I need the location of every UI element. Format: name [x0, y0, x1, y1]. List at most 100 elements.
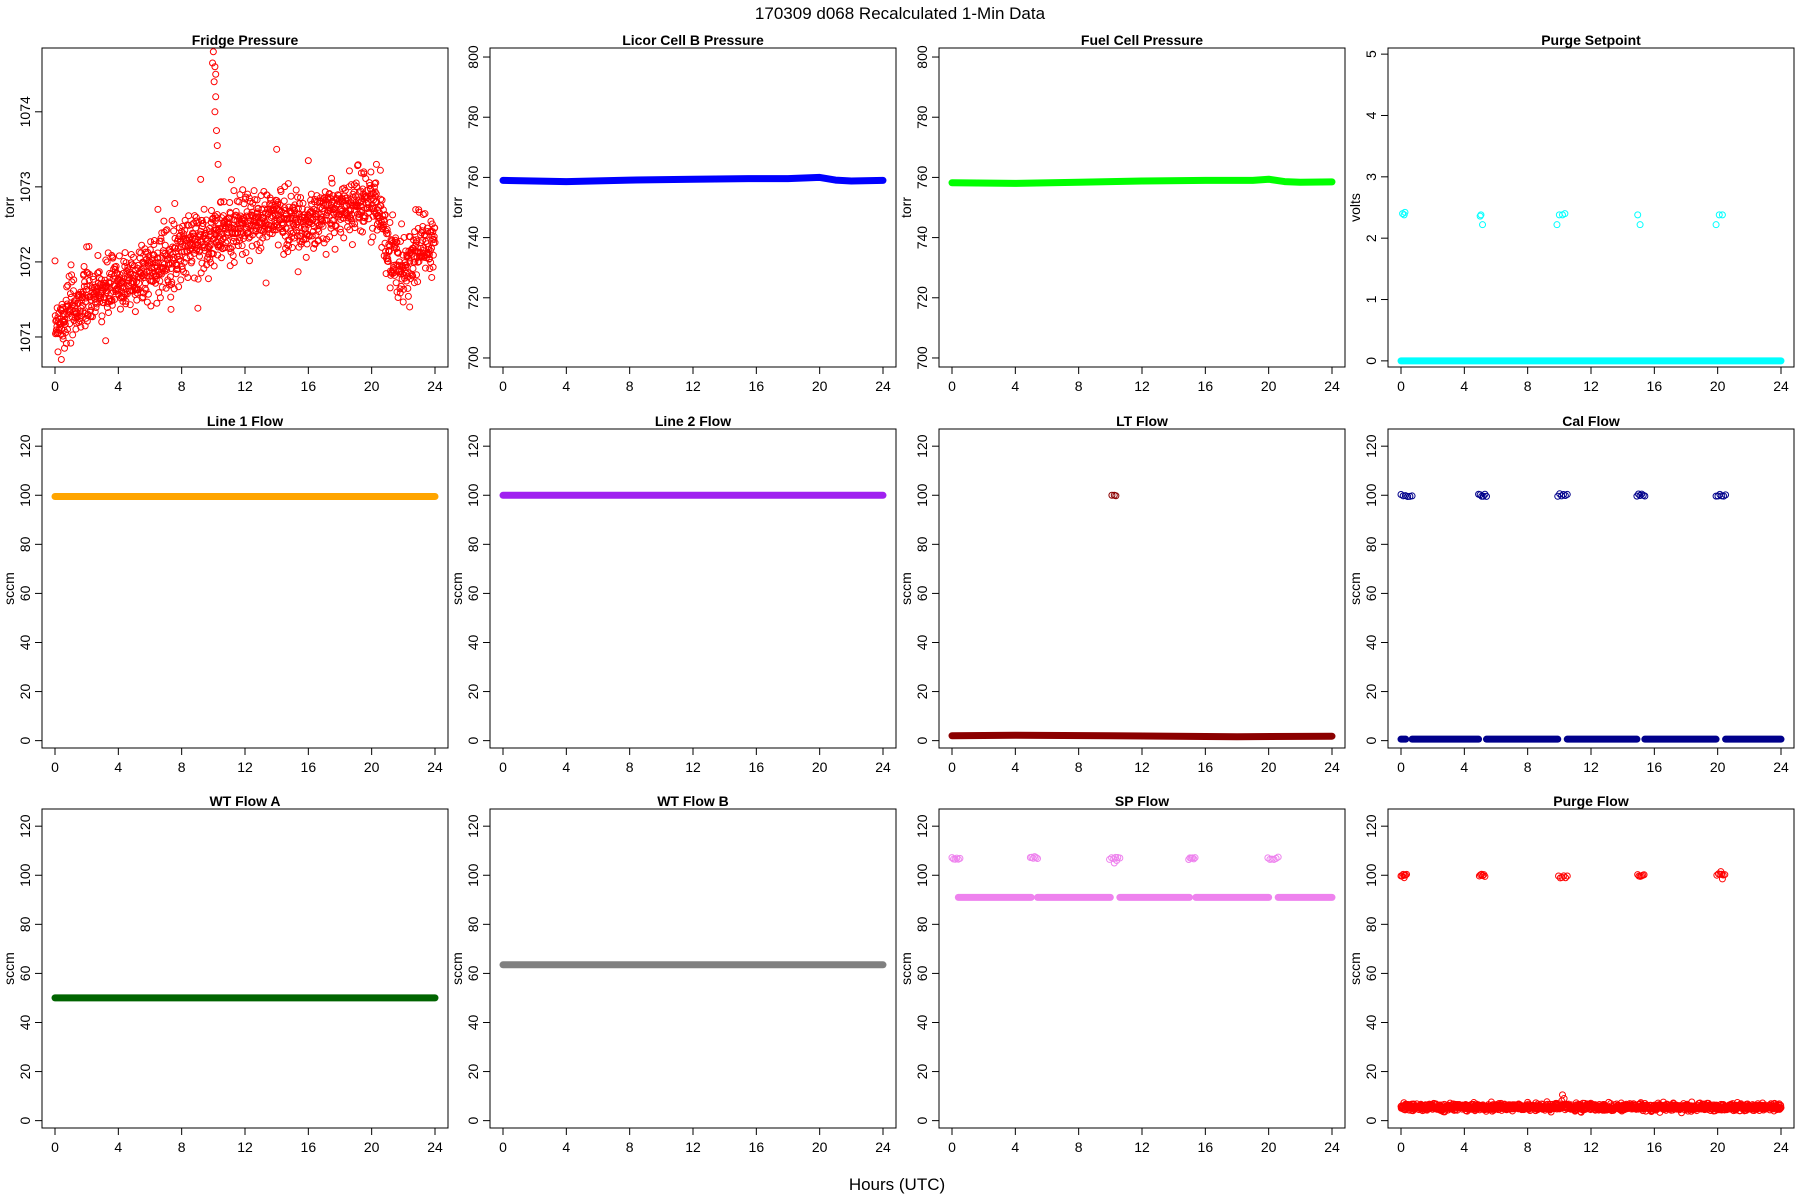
data-point	[192, 224, 200, 232]
data-point	[242, 249, 250, 257]
data-point	[273, 145, 281, 153]
data-point	[204, 275, 212, 283]
data-point	[186, 240, 194, 248]
y-tick-label: 100	[17, 483, 33, 507]
data-point	[326, 233, 334, 241]
data-point	[1274, 853, 1282, 861]
x-tick-label: 24	[1773, 378, 1789, 394]
data-point	[122, 300, 130, 308]
data-point	[56, 305, 64, 313]
y-axis-label: torr	[898, 197, 914, 218]
data-point	[1264, 854, 1272, 862]
data-points	[948, 491, 1336, 741]
y-axis-label: sccm	[1, 572, 17, 605]
panel-title: Purge Flow	[1553, 793, 1629, 809]
data-point	[384, 255, 392, 263]
y-tick-label: 60	[17, 965, 33, 981]
data-point	[328, 179, 336, 187]
y-tick-label: 60	[1363, 965, 1379, 981]
data-point	[160, 217, 168, 225]
y-tick-label: 80	[465, 536, 481, 552]
panel-title: WT Flow A	[209, 793, 280, 809]
data-point	[167, 305, 175, 313]
data-point	[389, 211, 397, 219]
data-point	[1029, 854, 1037, 862]
data-point	[111, 266, 119, 274]
data-point	[359, 185, 367, 193]
data-point	[350, 188, 358, 196]
y-axis-label: sccm	[1, 952, 17, 985]
data-point	[71, 299, 79, 307]
x-tick-label: 12	[237, 1139, 253, 1155]
y-tick-label: 20	[465, 1064, 481, 1080]
data-point	[257, 244, 265, 252]
data-point	[281, 204, 289, 212]
data-point	[280, 197, 288, 205]
data-point	[419, 211, 427, 219]
data-point	[1561, 210, 1569, 218]
data-point	[209, 59, 217, 67]
y-tick-label: 60	[17, 585, 33, 601]
data-point	[429, 263, 437, 271]
data-point	[172, 270, 180, 278]
data-point	[240, 200, 248, 208]
data-point	[399, 298, 407, 306]
data-point	[83, 243, 91, 251]
data-point	[370, 183, 378, 191]
data-point	[53, 330, 61, 338]
x-tick-label: 12	[237, 759, 253, 775]
data-point	[170, 220, 178, 228]
x-tick-label: 12	[1583, 1139, 1599, 1155]
y-tick-label: 20	[465, 684, 481, 700]
data-point	[230, 258, 238, 266]
data-point	[176, 252, 184, 260]
data-point	[212, 93, 220, 101]
plot-frame	[489, 808, 897, 1129]
x-tick-label: 24	[1324, 378, 1340, 394]
data-point	[404, 292, 412, 300]
y-tick-label: 60	[1363, 585, 1379, 601]
data-point	[319, 222, 327, 230]
data-point	[340, 234, 348, 242]
data-point	[351, 220, 359, 228]
y-tick-label: 720	[914, 286, 930, 310]
data-point	[143, 298, 151, 306]
x-tick-label: 20	[364, 378, 380, 394]
data-point	[321, 188, 329, 196]
data-point	[360, 168, 368, 176]
y-tick-label: 120	[914, 434, 930, 458]
x-tick-label: 8	[1524, 1139, 1532, 1155]
data-point	[131, 308, 139, 316]
y-tick-label: 0	[914, 1117, 930, 1125]
x-tick-label: 8	[178, 1139, 186, 1155]
y-tick-label: 100	[914, 483, 930, 507]
y-tick-label: 80	[914, 916, 930, 932]
data-point	[431, 239, 439, 247]
y-tick-label: 80	[17, 536, 33, 552]
data-point	[247, 203, 255, 211]
data-point	[1722, 491, 1730, 499]
data-point	[194, 304, 202, 312]
data-point	[1479, 492, 1487, 500]
data-point	[951, 855, 959, 863]
y-tick-label: 760	[465, 166, 481, 190]
data-point	[428, 273, 436, 281]
data-point	[194, 275, 202, 283]
data-point	[214, 160, 222, 168]
data-point	[1776, 1104, 1784, 1112]
panel-title: Purge Setpoint	[1541, 32, 1641, 48]
data-point	[372, 160, 380, 168]
data-point	[58, 300, 66, 308]
panel-title: SP Flow	[1115, 793, 1169, 809]
panel-purge-flow: Purge Flow sccm 0 4 8 12 16 20 24 0 20 40 60 80 100 120	[1347, 793, 1795, 1155]
data-point	[162, 227, 170, 235]
data-point	[277, 187, 285, 195]
x-tick-label: 12	[1134, 1139, 1150, 1155]
data-point	[386, 284, 394, 292]
data-point	[251, 196, 259, 204]
data-point	[1476, 212, 1484, 220]
data-point	[397, 237, 405, 245]
data-point	[167, 265, 175, 273]
data-point	[322, 250, 330, 258]
x-tick-label: 4	[1460, 1139, 1468, 1155]
